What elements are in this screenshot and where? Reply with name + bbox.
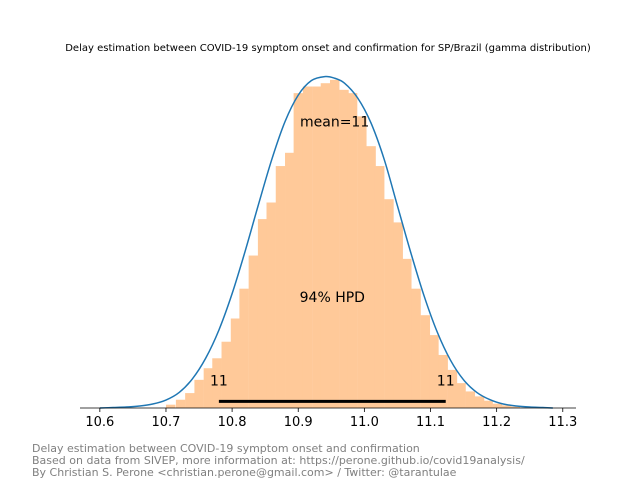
footer-notes: Delay estimation between COVID-19 sympto… xyxy=(32,443,525,479)
histogram-bar xyxy=(465,391,476,408)
histogram-bar xyxy=(510,406,520,408)
footer-line-2: Based on data from SIVEP, more informati… xyxy=(32,454,525,467)
histogram-bar xyxy=(320,83,331,408)
footer-line-1: Delay estimation between COVID-19 sympto… xyxy=(32,442,420,455)
hpd-high-label: 11 xyxy=(437,373,455,389)
histogram-bar xyxy=(501,405,512,408)
histogram-bar xyxy=(312,86,322,408)
histogram-bar xyxy=(420,315,431,408)
histogram-bar xyxy=(347,93,358,409)
x-tick-label: 10.6 xyxy=(85,415,114,430)
histogram-bar xyxy=(248,255,259,408)
x-tick-label: 10.8 xyxy=(218,415,247,430)
histogram-bar xyxy=(492,403,503,408)
histogram-bar xyxy=(474,396,485,408)
histogram-bars xyxy=(165,79,520,409)
hpd-low-label: 11 xyxy=(210,373,228,389)
histogram-bar xyxy=(165,404,176,408)
histogram-bar xyxy=(212,358,222,408)
histogram-bar xyxy=(285,152,295,408)
hpd-label: 94% HPD xyxy=(300,290,365,306)
histogram-bar xyxy=(402,258,412,408)
histogram-bar xyxy=(239,288,249,408)
histogram-bar xyxy=(447,369,458,408)
histogram-bar xyxy=(483,400,493,408)
histogram-bar xyxy=(393,222,403,408)
histogram-bar xyxy=(429,335,439,408)
x-tick-label: 10.7 xyxy=(151,415,180,430)
x-tick-label: 11.1 xyxy=(416,415,445,430)
histogram-bar xyxy=(257,219,268,408)
x-tick-label: 11.2 xyxy=(482,415,511,430)
histogram-bar xyxy=(438,354,448,408)
histogram-bar xyxy=(357,116,367,408)
histogram-bar xyxy=(175,399,186,408)
histogram-bar xyxy=(293,93,304,409)
mean-annotation: mean=11 xyxy=(300,114,369,130)
footer-line-3: By Christian S. Perone <christian.perone… xyxy=(32,466,457,479)
histogram-bar xyxy=(266,202,276,408)
kde-line xyxy=(99,75,553,409)
x-tick-label: 11.3 xyxy=(548,415,577,430)
histogram-bar xyxy=(456,383,466,408)
chart-title: Delay estimation between COVID-19 sympto… xyxy=(65,43,591,54)
histogram-bar xyxy=(302,86,313,408)
histogram-bar xyxy=(194,379,204,408)
histogram-bar xyxy=(384,199,394,408)
x-ticks: 10.6 10.7 10.8 10.9 11.0 11.1 11.2 11.3 xyxy=(85,408,577,430)
x-tick-label: 11.0 xyxy=(350,415,379,430)
histogram-bar xyxy=(203,368,214,408)
histogram-bar xyxy=(230,318,241,408)
histogram-bar xyxy=(339,89,349,408)
histogram-bar xyxy=(221,341,231,408)
histogram-bar xyxy=(374,166,385,408)
histogram-bar xyxy=(329,79,340,408)
histogram-bar xyxy=(366,146,376,408)
histogram-bar xyxy=(185,393,195,408)
histogram-bar xyxy=(411,288,421,408)
x-tick-label: 10.9 xyxy=(284,415,313,430)
histogram-bar xyxy=(275,166,286,408)
